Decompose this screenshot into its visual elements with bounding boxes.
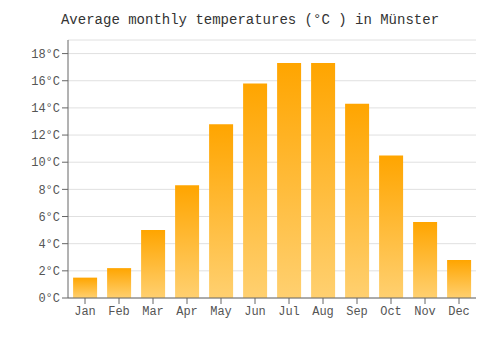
svg-text:16°C: 16°C: [31, 75, 60, 89]
svg-text:8°C: 8°C: [38, 184, 60, 198]
svg-text:Nov: Nov: [414, 305, 436, 319]
svg-text:10°C: 10°C: [31, 156, 60, 170]
svg-text:4°C: 4°C: [38, 238, 60, 252]
svg-text:Jun: Jun: [244, 305, 266, 319]
svg-text:2°C: 2°C: [38, 265, 60, 279]
svg-text:May: May: [210, 305, 232, 319]
svg-text:Apr: Apr: [176, 305, 198, 319]
svg-text:14°C: 14°C: [31, 102, 60, 116]
svg-text:18°C: 18°C: [31, 48, 60, 62]
html-text:Average monthly temperatures (: Average monthly temperatures (°C ) in Mü…: [61, 12, 439, 28]
svg-text:6°C: 6°C: [38, 211, 60, 225]
svg-text:Jan: Jan: [74, 305, 96, 319]
svg-text:Oct: Oct: [380, 305, 402, 319]
svg-text:Dec: Dec: [448, 305, 470, 319]
svg-text:Jul: Jul: [278, 305, 300, 319]
svg-text:12°C: 12°C: [31, 129, 60, 143]
svg-text:Aug: Aug: [312, 305, 334, 319]
svg-text:0°C: 0°C: [38, 292, 60, 306]
svg-text:Feb: Feb: [108, 305, 130, 319]
svg-text:Mar: Mar: [142, 305, 164, 319]
svg-text:Sep: Sep: [346, 305, 368, 319]
